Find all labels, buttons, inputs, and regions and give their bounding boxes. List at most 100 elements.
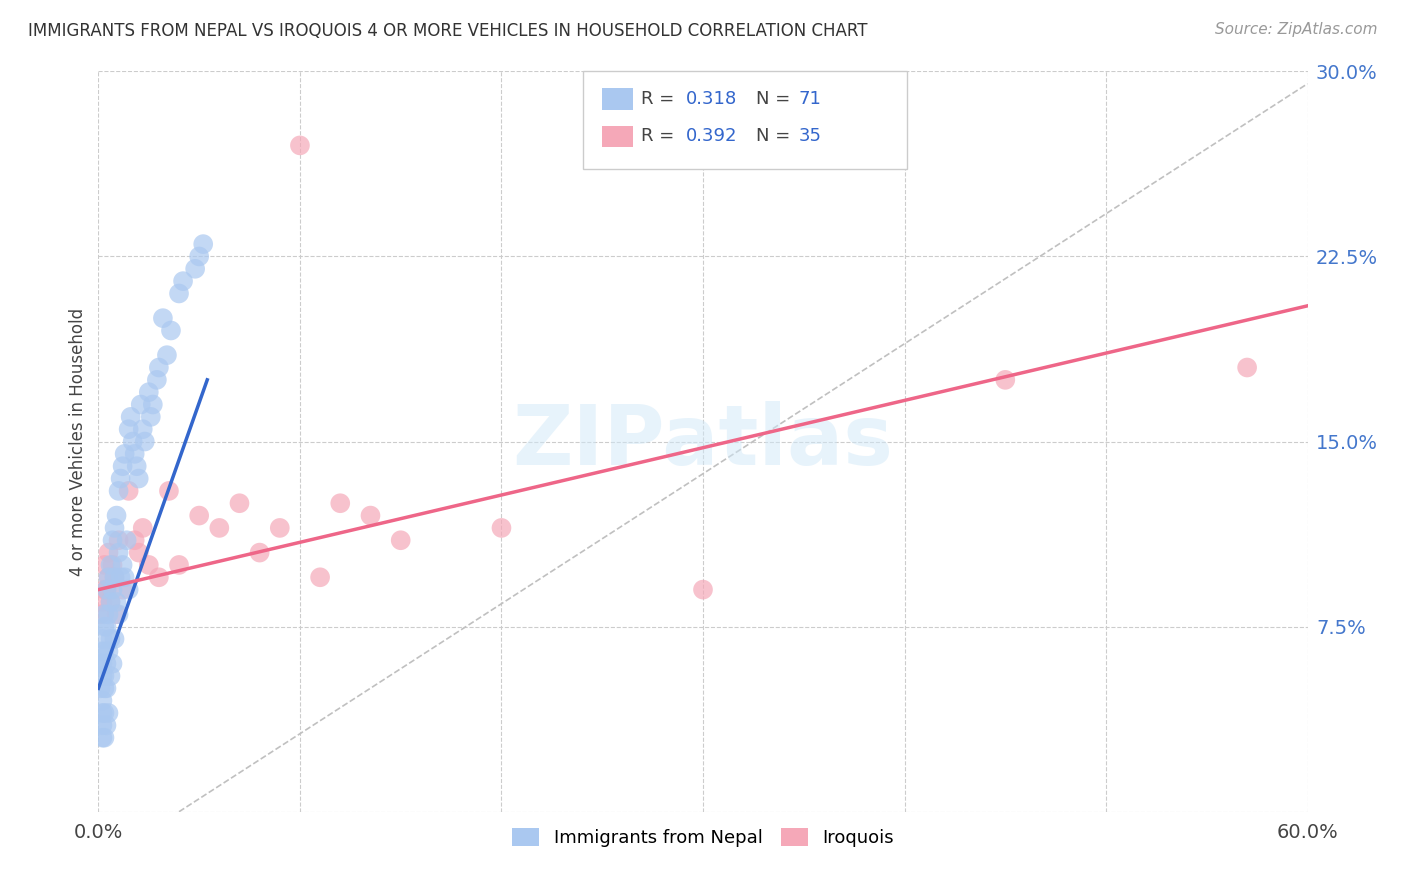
Point [139, 409, 162, 424]
Point [97, 644, 120, 658]
Point [93, 681, 115, 696]
Point [111, 558, 134, 572]
Point [93, 607, 115, 622]
Text: R =: R = [641, 90, 681, 108]
Point [142, 397, 165, 411]
Point [125, 459, 148, 474]
Point [111, 582, 134, 597]
Point [208, 521, 231, 535]
Point [101, 582, 124, 597]
Text: IMMIGRANTS FROM NEPAL VS IROQUOIS 4 OR MORE VEHICLES IN HOUSEHOLD CORRELATION CH: IMMIGRANTS FROM NEPAL VS IROQUOIS 4 OR M… [28, 22, 868, 40]
Point [994, 373, 1017, 387]
Point [124, 447, 146, 461]
Point [118, 422, 141, 436]
Point [118, 483, 141, 498]
Point [309, 570, 332, 584]
Point [101, 533, 124, 548]
Point [103, 570, 125, 584]
Point [157, 483, 180, 498]
Point [1236, 360, 1258, 375]
Point [148, 360, 170, 375]
Point [91, 694, 114, 708]
Point [148, 570, 170, 584]
Point [114, 570, 136, 584]
Point [188, 508, 211, 523]
Point [107, 546, 129, 560]
Point [160, 324, 183, 338]
Point [124, 533, 146, 548]
Point [89, 657, 111, 671]
Point [152, 311, 174, 326]
Point [96, 619, 118, 633]
Point [97, 570, 120, 584]
Point [146, 373, 169, 387]
Point [103, 632, 125, 646]
Point [172, 274, 194, 288]
Point [249, 546, 271, 560]
Point [118, 582, 141, 597]
Point [100, 632, 122, 646]
Point [93, 558, 115, 572]
Point [188, 249, 211, 264]
Text: N =: N = [756, 128, 796, 145]
Point [96, 582, 118, 597]
Point [91, 718, 114, 732]
Point [91, 632, 114, 646]
Point [101, 558, 124, 572]
Point [389, 533, 412, 548]
Point [96, 718, 118, 732]
Point [91, 706, 114, 720]
Point [96, 681, 118, 696]
Point [129, 397, 152, 411]
Point [91, 657, 114, 671]
Point [114, 447, 136, 461]
Point [96, 657, 118, 671]
Point [111, 459, 134, 474]
Point [329, 496, 352, 510]
Point [288, 138, 311, 153]
Point [93, 669, 115, 683]
Point [269, 521, 291, 535]
Point [138, 558, 160, 572]
Point [89, 681, 111, 696]
Point [97, 546, 120, 560]
Point [93, 731, 115, 745]
Point [110, 570, 132, 584]
Point [128, 546, 150, 560]
Point [105, 508, 128, 523]
Point [132, 521, 155, 535]
Y-axis label: 4 or more Vehicles in Household: 4 or more Vehicles in Household [69, 308, 87, 575]
Point [105, 607, 128, 622]
Point [193, 237, 215, 252]
Point [103, 521, 125, 535]
Point [228, 496, 250, 510]
Point [107, 533, 129, 548]
Point [96, 582, 118, 597]
Point [91, 669, 114, 683]
Point [138, 385, 160, 400]
Text: 0.392: 0.392 [686, 128, 738, 145]
Point [91, 731, 114, 745]
Text: 71: 71 [799, 90, 821, 108]
Point [692, 582, 714, 597]
Text: 35: 35 [799, 128, 821, 145]
Point [93, 582, 115, 597]
Point [128, 471, 150, 485]
Point [97, 570, 120, 584]
Point [107, 607, 129, 622]
Point [100, 669, 122, 683]
Point [167, 286, 190, 301]
Point [91, 595, 114, 609]
Point [120, 409, 142, 424]
Point [97, 607, 120, 622]
Point [167, 558, 190, 572]
Legend: Immigrants from Nepal, Iroquois: Immigrants from Nepal, Iroquois [505, 821, 901, 855]
Point [360, 508, 382, 523]
Text: ZIPatlas: ZIPatlas [513, 401, 893, 482]
Point [93, 644, 115, 658]
Point [101, 657, 124, 671]
Point [93, 706, 115, 720]
Point [107, 483, 129, 498]
Point [115, 533, 138, 548]
Point [89, 644, 111, 658]
